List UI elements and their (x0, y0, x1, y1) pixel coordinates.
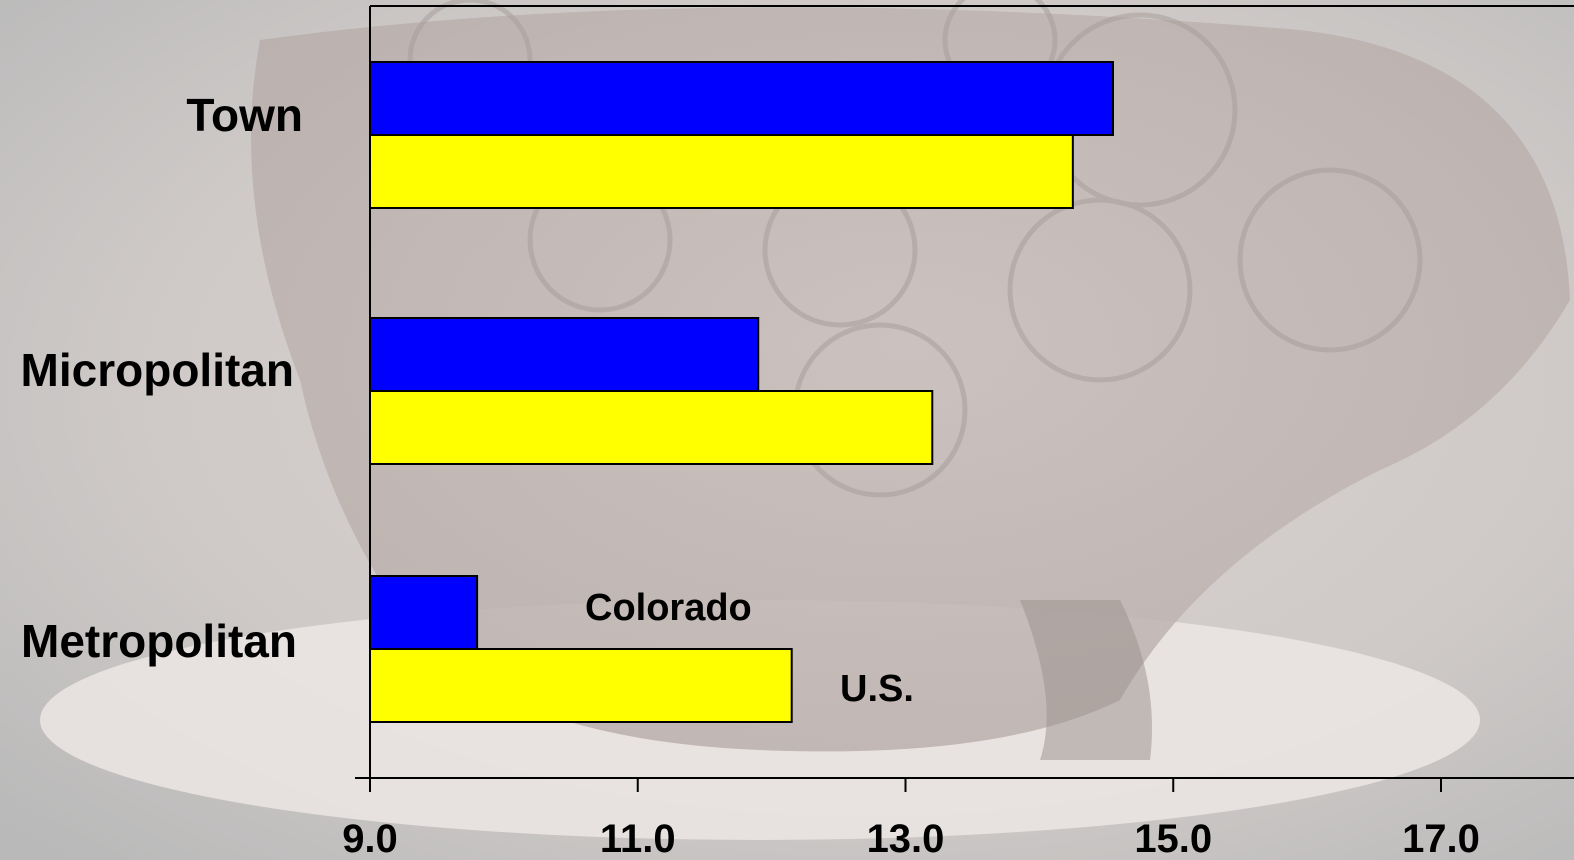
x-tick-label: 17.0 (1402, 817, 1480, 860)
category-label-metropolitan: Metropolitan (21, 615, 297, 667)
bar-micropolitan-colorado (369, 317, 760, 392)
bars (369, 61, 1115, 723)
category-label-town: Town (186, 89, 303, 141)
bar-micropolitan-us (369, 390, 934, 465)
legend-label-us: U.S. (840, 668, 914, 710)
bar-metropolitan-us (369, 648, 793, 723)
legend: Colorado U.S. (585, 587, 914, 710)
category-labels: Town Micropolitan Metropolitan (21, 89, 303, 667)
x-tick-label: 15.0 (1134, 817, 1212, 860)
x-tick-label: 11.0 (600, 817, 676, 860)
bar-town-colorado (369, 61, 1115, 136)
legend-label-colorado: Colorado (585, 587, 752, 629)
bar-metropolitan-colorado (369, 575, 479, 650)
x-tick-label: 9.0 (342, 817, 398, 860)
category-label-micropolitan: Micropolitan (21, 344, 294, 396)
bar-town-us (369, 134, 1074, 209)
x-axis-ticks: 9.0 11.0 13.0 15.0 17.0 (342, 778, 1480, 860)
x-tick-label: 13.0 (867, 817, 945, 860)
